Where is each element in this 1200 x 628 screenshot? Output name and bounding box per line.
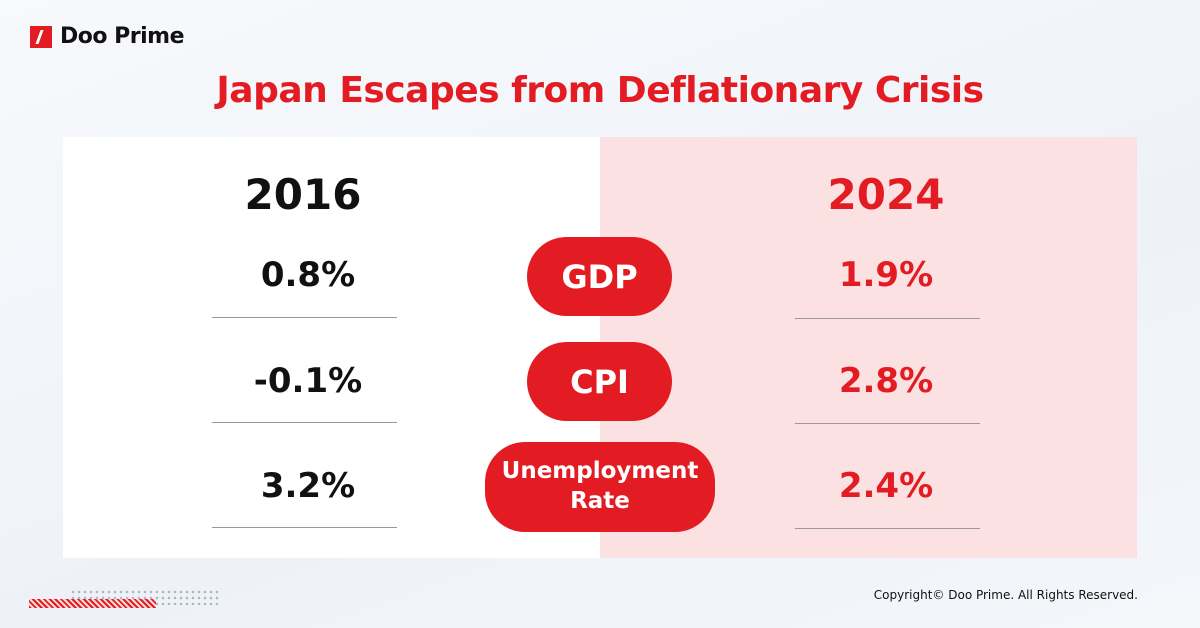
- brand-name: Doo Prime: [60, 24, 185, 49]
- page-title: Japan Escapes from Deflationary Crisis: [216, 70, 984, 111]
- divider: [795, 423, 980, 424]
- year-2016: 2016: [244, 170, 362, 219]
- logo: Doo Prime: [30, 24, 185, 49]
- gdp-label: GDP: [527, 237, 672, 316]
- unemployment-2024: 2.4%: [838, 466, 934, 506]
- divider: [795, 528, 980, 529]
- gdp-2024: 1.9%: [838, 255, 934, 295]
- stripes-decoration: [29, 599, 156, 608]
- unemployment-label: Unemployment Rate: [485, 442, 715, 532]
- cpi-label: CPI: [527, 342, 672, 421]
- divider: [212, 527, 397, 528]
- divider: [795, 318, 980, 319]
- gdp-2016: 0.8%: [260, 255, 356, 295]
- divider: [212, 317, 397, 318]
- year-2024: 2024: [827, 170, 945, 219]
- unemployment-2016: 3.2%: [260, 466, 356, 506]
- copyright: Copyright© Doo Prime. All Rights Reserve…: [873, 588, 1138, 602]
- cpi-2024: 2.8%: [838, 361, 934, 401]
- divider: [212, 422, 397, 423]
- logo-icon: [30, 25, 52, 48]
- cpi-2016: -0.1%: [253, 361, 363, 401]
